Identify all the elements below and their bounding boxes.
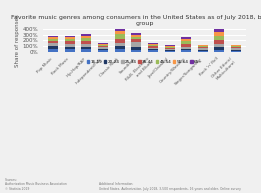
Bar <box>215 44 224 47</box>
Bar <box>115 31 125 34</box>
Bar <box>165 49 175 50</box>
Bar <box>65 39 75 41</box>
Bar <box>198 51 208 52</box>
Bar <box>115 39 125 43</box>
Bar <box>81 36 91 38</box>
Bar <box>148 44 158 45</box>
Bar <box>98 46 108 47</box>
Bar <box>115 43 125 46</box>
Bar <box>165 46 175 47</box>
Bar <box>148 45 158 46</box>
Bar <box>231 46 241 47</box>
Bar <box>65 44 75 47</box>
Bar <box>115 46 125 49</box>
Bar <box>215 29 224 32</box>
Bar <box>131 39 141 42</box>
Bar <box>198 48 208 50</box>
Bar <box>48 37 58 39</box>
Bar <box>215 47 224 50</box>
Bar <box>48 36 58 37</box>
Bar <box>48 39 58 41</box>
Bar <box>65 37 75 39</box>
Bar <box>231 48 241 50</box>
Bar <box>131 37 141 39</box>
Bar <box>81 47 91 49</box>
Bar <box>81 38 91 41</box>
Text: Sources:
Authorization Music Business Association
© Statista 2019: Sources: Authorization Music Business As… <box>5 178 67 191</box>
Bar <box>165 51 175 52</box>
Bar <box>98 49 108 50</box>
Bar <box>165 48 175 49</box>
Bar <box>148 43 158 44</box>
Legend: 16-19, 20-24, 25-34, 35-44, 45-54, 55-64, 65+: 16-19, 20-24, 25-34, 35-44, 45-54, 55-64… <box>85 58 204 66</box>
Bar <box>131 47 141 50</box>
Bar <box>231 47 241 48</box>
Bar <box>215 50 224 52</box>
Y-axis label: Share of responses: Share of responses <box>15 14 20 67</box>
Bar <box>131 35 141 37</box>
Bar <box>48 41 58 43</box>
Bar <box>81 49 91 52</box>
Bar <box>81 44 91 47</box>
Bar <box>115 34 125 39</box>
Bar <box>65 41 75 44</box>
Bar <box>181 49 191 50</box>
Bar <box>165 50 175 51</box>
Bar <box>165 47 175 48</box>
Bar <box>181 47 191 49</box>
Bar <box>115 28 125 31</box>
Bar <box>198 50 208 51</box>
Bar <box>98 43 108 44</box>
Bar <box>65 36 75 37</box>
Bar <box>131 50 141 52</box>
Bar <box>181 50 191 52</box>
Bar <box>231 51 241 52</box>
Bar <box>181 41 191 44</box>
Bar <box>98 45 108 46</box>
Bar <box>48 46 58 49</box>
Bar <box>215 32 224 36</box>
Bar <box>98 47 108 49</box>
Bar <box>181 44 191 47</box>
Bar <box>198 45 208 46</box>
Bar <box>148 47 158 49</box>
Bar <box>148 46 158 47</box>
Bar <box>48 43 58 46</box>
Bar <box>231 45 241 46</box>
Bar <box>148 49 158 50</box>
Bar <box>131 33 141 35</box>
Bar <box>215 40 224 44</box>
Bar <box>65 49 75 52</box>
Bar <box>215 36 224 40</box>
Bar <box>81 41 91 44</box>
Bar <box>48 49 58 52</box>
Bar <box>131 42 141 47</box>
Bar <box>181 39 191 41</box>
Bar <box>181 37 191 39</box>
Bar <box>98 44 108 45</box>
Bar <box>165 45 175 46</box>
Bar <box>231 50 241 51</box>
Bar <box>115 49 125 52</box>
Bar <box>148 50 158 52</box>
Text: Additional Information:
United States, Authorization, July 2018, 3,500 responden: Additional Information: United States, A… <box>99 182 241 191</box>
Bar <box>198 47 208 48</box>
Bar <box>98 50 108 52</box>
Bar <box>198 46 208 47</box>
Bar <box>81 35 91 36</box>
Title: Favorite music genres among consumers in the United States as of July 2018, by a: Favorite music genres among consumers in… <box>11 15 261 26</box>
Bar <box>65 47 75 49</box>
